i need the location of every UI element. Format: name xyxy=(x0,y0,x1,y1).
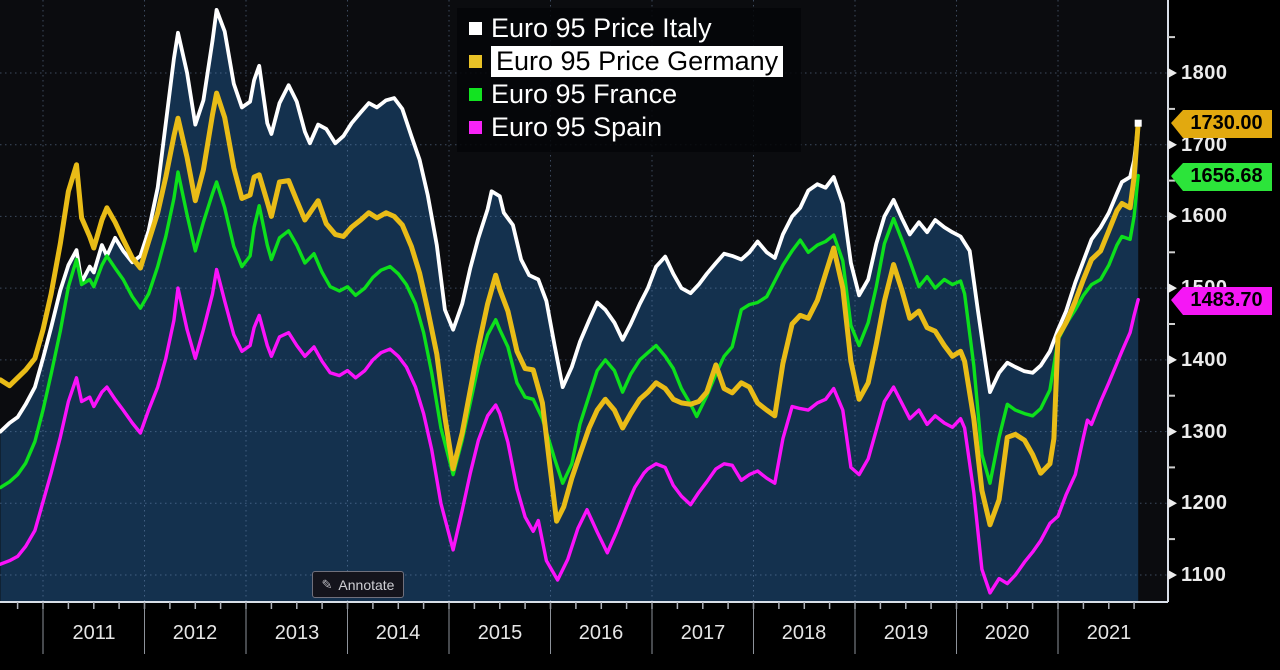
price-tag-spain: 1483.70 xyxy=(1171,287,1272,315)
legend-label-france: Euro 95 France xyxy=(491,79,678,109)
x-axis-label-2019: 2019 xyxy=(883,622,929,644)
last-value-marker xyxy=(1134,119,1142,127)
y-axis-label-1300: 1300 xyxy=(1181,421,1228,443)
x-axis-label-2012: 2012 xyxy=(172,622,218,644)
annotate-button[interactable]: ✎ Annotate xyxy=(312,571,404,598)
x-axis-label-2013: 2013 xyxy=(274,622,320,644)
y-axis-label-1100: 1100 xyxy=(1181,564,1227,586)
chart-legend: Euro 95 Price Italy Euro 95 Price German… xyxy=(457,8,802,152)
legend-label-italy: Euro 95 Price Italy xyxy=(491,13,712,43)
major-tick-arrow xyxy=(1168,68,1177,78)
x-axis-label-2018: 2018 xyxy=(781,622,827,644)
y-axis-label-1400: 1400 xyxy=(1181,349,1228,371)
pencil-icon: ✎ xyxy=(321,577,333,592)
y-axis-label-1200: 1200 xyxy=(1181,492,1228,514)
y-axis-label-1700: 1700 xyxy=(1181,134,1228,156)
x-axis-label-2015: 2015 xyxy=(477,622,523,644)
major-tick-arrow xyxy=(1168,498,1177,509)
series-line-euro-france xyxy=(0,170,1140,490)
x-axis-label-2011: 2011 xyxy=(72,622,116,644)
legend-item-france[interactable]: Euro 95 France xyxy=(469,78,783,111)
x-axis-label-2017: 2017 xyxy=(680,622,726,644)
series-line-euro-price-germany xyxy=(0,90,1141,528)
price-tag-france: 1656.68 xyxy=(1171,163,1272,191)
legend-swatch-france xyxy=(469,88,482,101)
legend-swatch-italy xyxy=(469,22,482,35)
legend-item-spain[interactable]: Euro 95 Spain xyxy=(469,111,783,144)
major-tick-arrow xyxy=(1168,211,1177,222)
major-tick-arrow xyxy=(1168,426,1177,437)
legend-item-germany[interactable]: Euro 95 Price Germany xyxy=(469,45,784,78)
legend-label-spain: Euro 95 Spain xyxy=(491,112,663,142)
legend-swatch-germany xyxy=(469,55,482,68)
major-tick-arrow xyxy=(1168,283,1177,294)
x-axis-label-2016: 2016 xyxy=(578,622,624,644)
legend-swatch-spain xyxy=(469,121,482,134)
major-tick-arrow xyxy=(1168,139,1177,150)
x-axis-label-2021: 2021 xyxy=(1086,622,1132,644)
x-axis-label-2014: 2014 xyxy=(375,622,421,644)
series-line-euro-price-italy xyxy=(0,7,1141,434)
y-axis-label-1800: 1800 xyxy=(1181,62,1228,84)
price-tag-germany: 1730.00 xyxy=(1171,110,1272,138)
major-tick-arrow xyxy=(1168,354,1177,365)
series-line-euro-spain xyxy=(0,267,1140,595)
annotate-button-label: Annotate xyxy=(338,576,395,593)
legend-label-germany: Euro 95 Price Germany xyxy=(491,46,784,77)
y-axis-label-1600: 1600 xyxy=(1181,205,1228,227)
x-axis-label-2020: 2020 xyxy=(984,622,1030,644)
major-tick-arrow xyxy=(1168,570,1177,580)
italy-area-fill xyxy=(0,9,1139,602)
legend-item-italy[interactable]: Euro 95 Price Italy xyxy=(469,12,783,45)
